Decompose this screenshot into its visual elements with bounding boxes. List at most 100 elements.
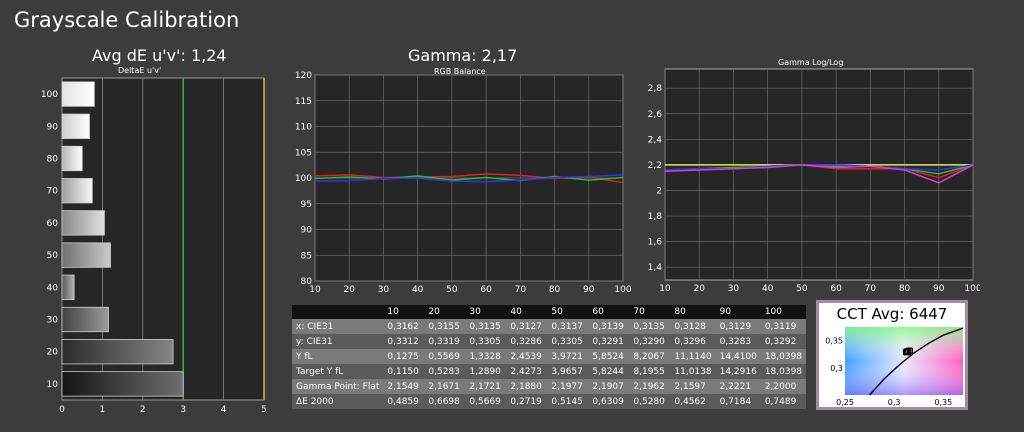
- measurement-table: 10 20 30 40 50 60 70 80 90 100 x: CIE31 0,3162 0,315…: [292, 305, 807, 409]
- x-tick-label: 80: [899, 284, 911, 294]
- y-tick-label: 0,35: [825, 337, 843, 346]
- x-tick-label: 0,25: [836, 398, 854, 407]
- table-cell: 14,2916: [715, 364, 761, 379]
- gamma-chart-title: Gamma: 2,17: [408, 46, 518, 65]
- x-tick-label: 20: [343, 285, 355, 295]
- series-line: [314, 174, 624, 183]
- table-cell: 0,3162: [383, 319, 425, 334]
- x-tick-label: 10: [309, 285, 321, 295]
- gamma-log-chart: 10 20 30 40 50 60 70 80 90 100 1,4 1,6 1,8 2 2,2 2,4 2,6…: [648, 68, 980, 294]
- x-tick-label: 0: [59, 405, 65, 415]
- column-header: 100: [760, 305, 807, 319]
- table-cell: 5,8244: [588, 364, 630, 379]
- table-cell: 0,3155: [424, 319, 466, 334]
- x-tick-label: 50: [446, 285, 458, 295]
- table-cell: 0,3128: [670, 319, 716, 334]
- bar: [61, 339, 174, 365]
- table-cell: 2,1880: [506, 379, 548, 394]
- y-tick-label: 120: [295, 71, 312, 81]
- y-tick-label: 2,8: [648, 84, 663, 94]
- x-tick-label: 20: [693, 284, 705, 294]
- table-cell: 0,6309: [588, 394, 630, 409]
- rgb-balance-subtitle: RGB Balance: [434, 67, 486, 76]
- x-tick-label: 4: [221, 405, 227, 415]
- table-cell: 11,0138: [670, 364, 716, 379]
- table-cell: 2,4539: [506, 349, 548, 364]
- row-label: Gamma Point: Flat: [292, 379, 384, 394]
- plot-area: [664, 68, 974, 281]
- table-cell: 0,3292: [760, 334, 807, 349]
- y-tick-label: 1,6: [648, 238, 663, 248]
- deltae-bar-chart: 0 1 2 3 4 5 10 20 30 40 50 60 70 80 90 100: [41, 77, 267, 415]
- table-cell: 8,2067: [629, 349, 671, 364]
- y-tick-label: 95: [301, 200, 312, 210]
- y-tick-label: 10: [47, 380, 59, 390]
- y-tick-label: 2,4: [648, 135, 663, 145]
- table-cell: 0,3129: [715, 319, 761, 334]
- column-header: 90: [715, 305, 761, 319]
- table-cell: 0,3296: [670, 334, 716, 349]
- table-cell: 0,5283: [424, 364, 466, 379]
- bar: [61, 113, 90, 139]
- cct-title: CCT Avg: 6447: [836, 305, 948, 323]
- deltae-chart-title: Avg dE u'v': 1,24: [92, 46, 227, 65]
- column-header: 40: [506, 305, 548, 319]
- y-tick-label: 85: [301, 251, 312, 261]
- column-header: 80: [670, 305, 716, 319]
- table-header-row: 10 20 30 40 50 60 70 80 90 100: [292, 305, 807, 319]
- x-tick-label: 70: [865, 284, 877, 294]
- table-cell: 0,2719: [506, 394, 548, 409]
- bar: [61, 81, 95, 107]
- x-tick-label: 60: [480, 285, 492, 295]
- table-cell: 2,4273: [506, 364, 548, 379]
- table-cell: 2,2000: [760, 379, 807, 394]
- table-cell: 0,3283: [715, 334, 761, 349]
- x-tick-label: 3: [180, 405, 186, 415]
- table-cell: 0,3286: [506, 334, 548, 349]
- table-cell: 0,3139: [588, 319, 630, 334]
- y-tick-label: 100: [41, 90, 58, 100]
- table-cell: 0,7184: [715, 394, 761, 409]
- x-tick-label: 0,35: [934, 398, 952, 407]
- table-cell: 0,3119: [760, 319, 807, 334]
- table-row: Y fL 0,1275 0,5569 1,3328 2,4539 3,9721 5,8524…: [292, 349, 807, 364]
- row-label: ΔE 2000: [292, 394, 384, 409]
- x-tick-label: 70: [515, 285, 527, 295]
- page-title: Grayscale Calibration: [14, 8, 240, 32]
- series-line: [314, 175, 624, 182]
- y-tick-label: 1,8: [648, 212, 663, 222]
- table-row: ΔE 2000 0,4859 0,6698 0,5669 0,2719 0,5145 0,6…: [292, 394, 807, 409]
- x-tick-label: 60: [830, 284, 842, 294]
- table-cell: 0,3290: [629, 334, 671, 349]
- gamma-log-title: Gamma Log/Log: [778, 58, 844, 67]
- table-cell: 2,1721: [465, 379, 507, 394]
- bar: [61, 274, 75, 300]
- y-tick-label: 80: [47, 155, 59, 165]
- column-header: 20: [424, 305, 466, 319]
- table-cell: 0,3312: [383, 334, 425, 349]
- table-cell: 11,1140: [670, 349, 716, 364]
- table-cell: 0,5669: [465, 394, 507, 409]
- x-tick-label: 1: [100, 405, 106, 415]
- x-tick-label: 5: [261, 405, 267, 415]
- rgb-balance-chart: 10 20 30 40 50 60 70 80 90 100 80 85 90 95 100 105 110 11…: [295, 71, 632, 295]
- table-row: y: CIE31 0,3312 0,3319 0,3305 0,3286 0,3305 0,…: [292, 334, 807, 349]
- y-tick-label: 70: [47, 187, 59, 197]
- table-cell: 2,1907: [588, 379, 630, 394]
- table-cell: 8,1955: [629, 364, 671, 379]
- table-cell: 3,9657: [547, 364, 589, 379]
- table-cell: 2,1962: [629, 379, 671, 394]
- y-tick-label: 20: [47, 348, 59, 358]
- x-tick-label: 50: [796, 284, 808, 294]
- column-header: 10: [383, 305, 425, 319]
- y-tick-label: 105: [295, 148, 312, 158]
- x-tick-label: 30: [378, 285, 390, 295]
- column-header: 70: [629, 305, 671, 319]
- row-label: y: CIE31: [292, 334, 384, 349]
- x-tick-label: 100: [964, 284, 980, 294]
- y-tick-label: 30: [47, 316, 59, 326]
- x-tick-label: 100: [614, 285, 631, 295]
- y-tick-label: 2,6: [648, 110, 663, 120]
- y-tick-label: 90: [47, 122, 59, 132]
- y-tick-label: 110: [295, 123, 312, 133]
